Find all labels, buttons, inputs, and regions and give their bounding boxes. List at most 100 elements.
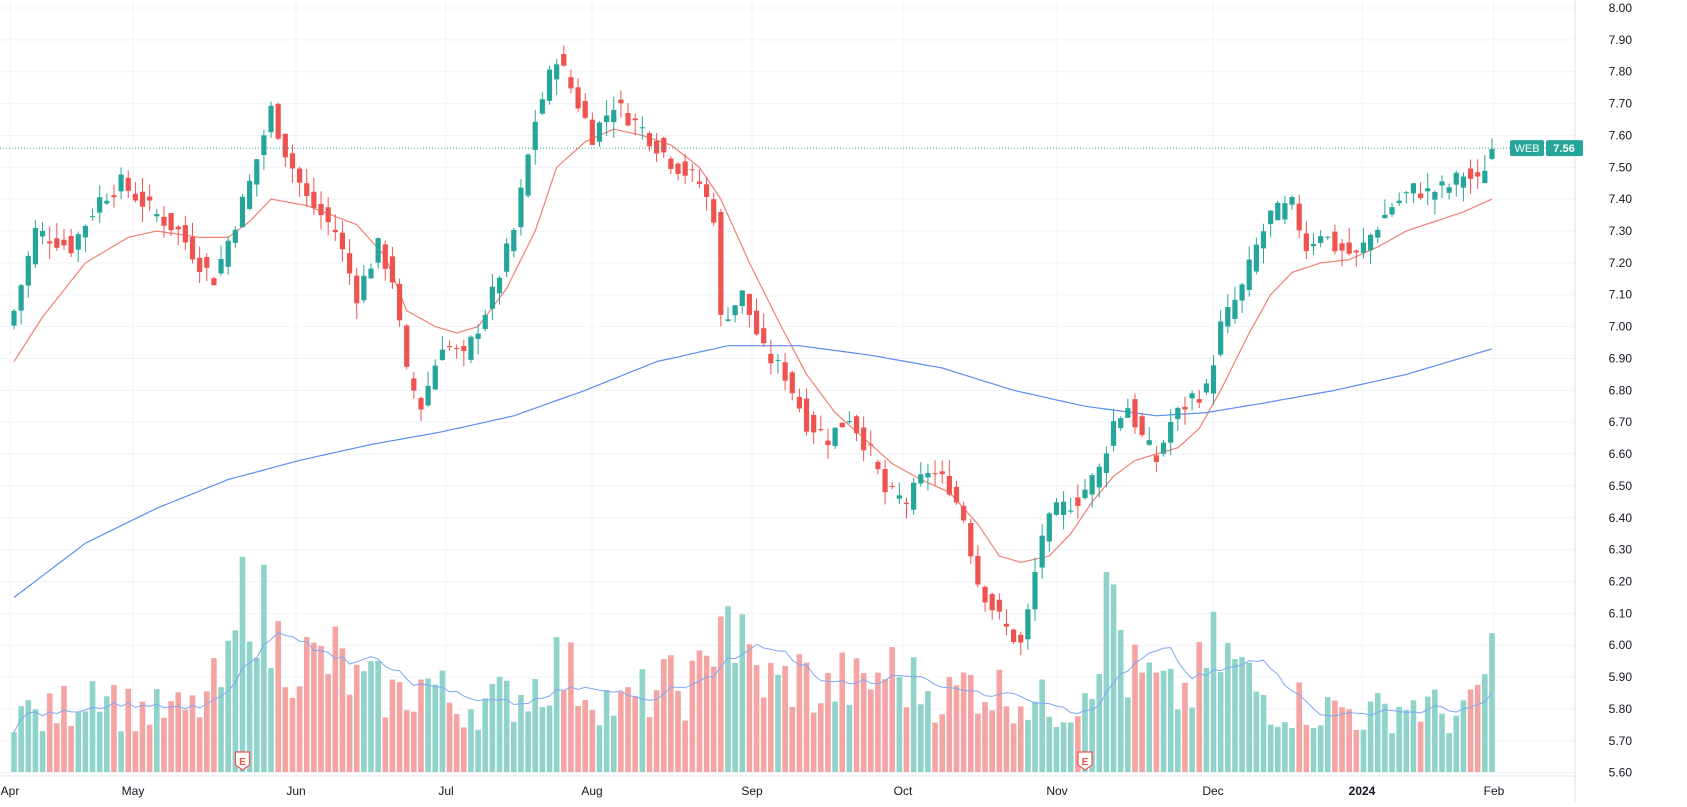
volume-bar xyxy=(710,666,717,772)
volume-bar xyxy=(803,662,810,772)
y-tick-label: 5.90 xyxy=(1609,670,1633,684)
candle xyxy=(197,246,203,284)
volume-bar xyxy=(618,691,624,772)
volume-bar xyxy=(368,661,374,772)
volume-bar xyxy=(1060,722,1067,772)
time-axis[interactable]: Apr May Jun Jul Aug Sep Oct Nov Dec 2024 Feb xyxy=(0,775,1575,798)
candle xyxy=(189,222,196,264)
volume-bar xyxy=(1217,672,1224,772)
volume-bar xyxy=(1067,722,1074,772)
volume-bar xyxy=(161,717,167,772)
candle xyxy=(682,154,688,184)
volume-bar xyxy=(1189,707,1195,772)
volume-bar xyxy=(1032,701,1038,772)
volume-bar xyxy=(832,701,838,772)
volume-bar xyxy=(882,679,888,772)
volume-bar xyxy=(468,709,474,772)
earnings-marker[interactable]: E xyxy=(234,751,251,771)
volume-bar xyxy=(739,614,746,772)
volume-bar xyxy=(1439,713,1445,772)
y-tick-label: 7.20 xyxy=(1609,256,1633,270)
volume-bar xyxy=(261,564,267,772)
volume-bar xyxy=(1396,706,1402,772)
candle xyxy=(611,96,617,138)
candle xyxy=(1410,182,1417,204)
candle xyxy=(1332,224,1338,255)
candle xyxy=(404,324,410,370)
volume-bar xyxy=(1203,668,1210,772)
candle xyxy=(104,193,110,205)
candle xyxy=(604,100,610,137)
volume-bar xyxy=(54,723,60,772)
volume-bar xyxy=(925,691,931,772)
volume-bar xyxy=(1246,662,1253,772)
symbol-badge xyxy=(1510,140,1544,157)
long-ma-line xyxy=(13,345,1493,598)
volume-bar xyxy=(1046,716,1053,772)
volume-bar xyxy=(746,644,753,772)
candle xyxy=(853,414,860,442)
candle xyxy=(625,103,631,127)
candle xyxy=(396,278,403,327)
candle xyxy=(1325,236,1331,241)
price-axis[interactable]: 8.00 7.90 7.80 7.70 7.60 7.50 7.40 7.30 7.20 7.10… xyxy=(1574,0,1633,802)
volume-bar xyxy=(910,657,917,772)
candle xyxy=(989,592,995,620)
volume-bar xyxy=(182,709,189,772)
candle xyxy=(175,225,181,246)
volume-bar xyxy=(1253,691,1260,772)
candle xyxy=(468,335,474,364)
volume-bar xyxy=(825,672,831,772)
volume-bar xyxy=(175,692,182,772)
candle xyxy=(489,274,495,321)
candle xyxy=(975,544,981,588)
candle xyxy=(118,167,124,200)
candle xyxy=(1403,190,1409,204)
earnings-marker[interactable]: E xyxy=(1077,751,1093,771)
volume-bar xyxy=(525,711,531,772)
volume-bar xyxy=(568,642,574,772)
volume-bar xyxy=(489,683,496,772)
candle xyxy=(882,459,888,505)
candle xyxy=(1046,511,1052,552)
candle xyxy=(903,497,910,519)
candle xyxy=(568,69,574,94)
candle xyxy=(61,229,67,250)
candle xyxy=(1417,182,1424,200)
candle xyxy=(539,92,545,116)
candle xyxy=(411,371,417,399)
y-tick-label: 7.30 xyxy=(1609,224,1633,238)
volume-ma-line xyxy=(13,632,1493,733)
candle xyxy=(354,268,360,320)
candle xyxy=(1382,199,1388,219)
volume-bar xyxy=(1075,716,1081,772)
candle xyxy=(325,197,331,236)
candle xyxy=(1368,233,1374,265)
volume-bar xyxy=(839,652,846,772)
y-tick-label: 6.90 xyxy=(1609,351,1633,365)
volume-bar xyxy=(311,642,317,772)
volume-bar xyxy=(875,672,881,772)
symbol-label: WEB xyxy=(1514,143,1539,155)
volume-bar xyxy=(575,705,581,772)
candle xyxy=(1018,631,1024,656)
x-tick-label: Jun xyxy=(286,784,305,798)
candle xyxy=(1196,389,1202,409)
volume-bar xyxy=(1153,672,1160,772)
volume-bars xyxy=(11,556,1495,772)
candle xyxy=(1475,159,1481,189)
candle xyxy=(1011,628,1017,645)
candle xyxy=(1246,246,1252,297)
y-tick-label: 8.00 xyxy=(1609,1,1633,15)
volume-bar xyxy=(718,616,724,772)
volume-bar xyxy=(546,705,553,772)
volume-bar xyxy=(275,621,281,772)
volume-bar xyxy=(775,674,781,772)
volume-bar xyxy=(1232,658,1238,772)
volume-bar xyxy=(1374,693,1381,772)
volume-bar xyxy=(810,712,817,772)
candle xyxy=(425,371,431,408)
